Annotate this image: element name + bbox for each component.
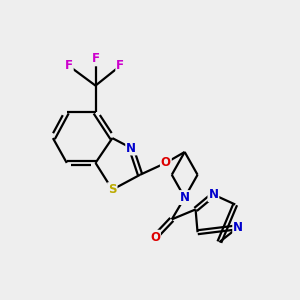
Text: N: N <box>208 188 218 201</box>
Text: N: N <box>180 191 190 204</box>
Text: F: F <box>116 59 124 72</box>
Text: O: O <box>150 231 160 244</box>
Text: N: N <box>126 142 136 154</box>
Text: N: N <box>233 221 243 234</box>
Text: S: S <box>108 183 117 196</box>
Text: F: F <box>65 59 73 72</box>
Text: O: O <box>161 156 171 170</box>
Text: F: F <box>92 52 100 65</box>
